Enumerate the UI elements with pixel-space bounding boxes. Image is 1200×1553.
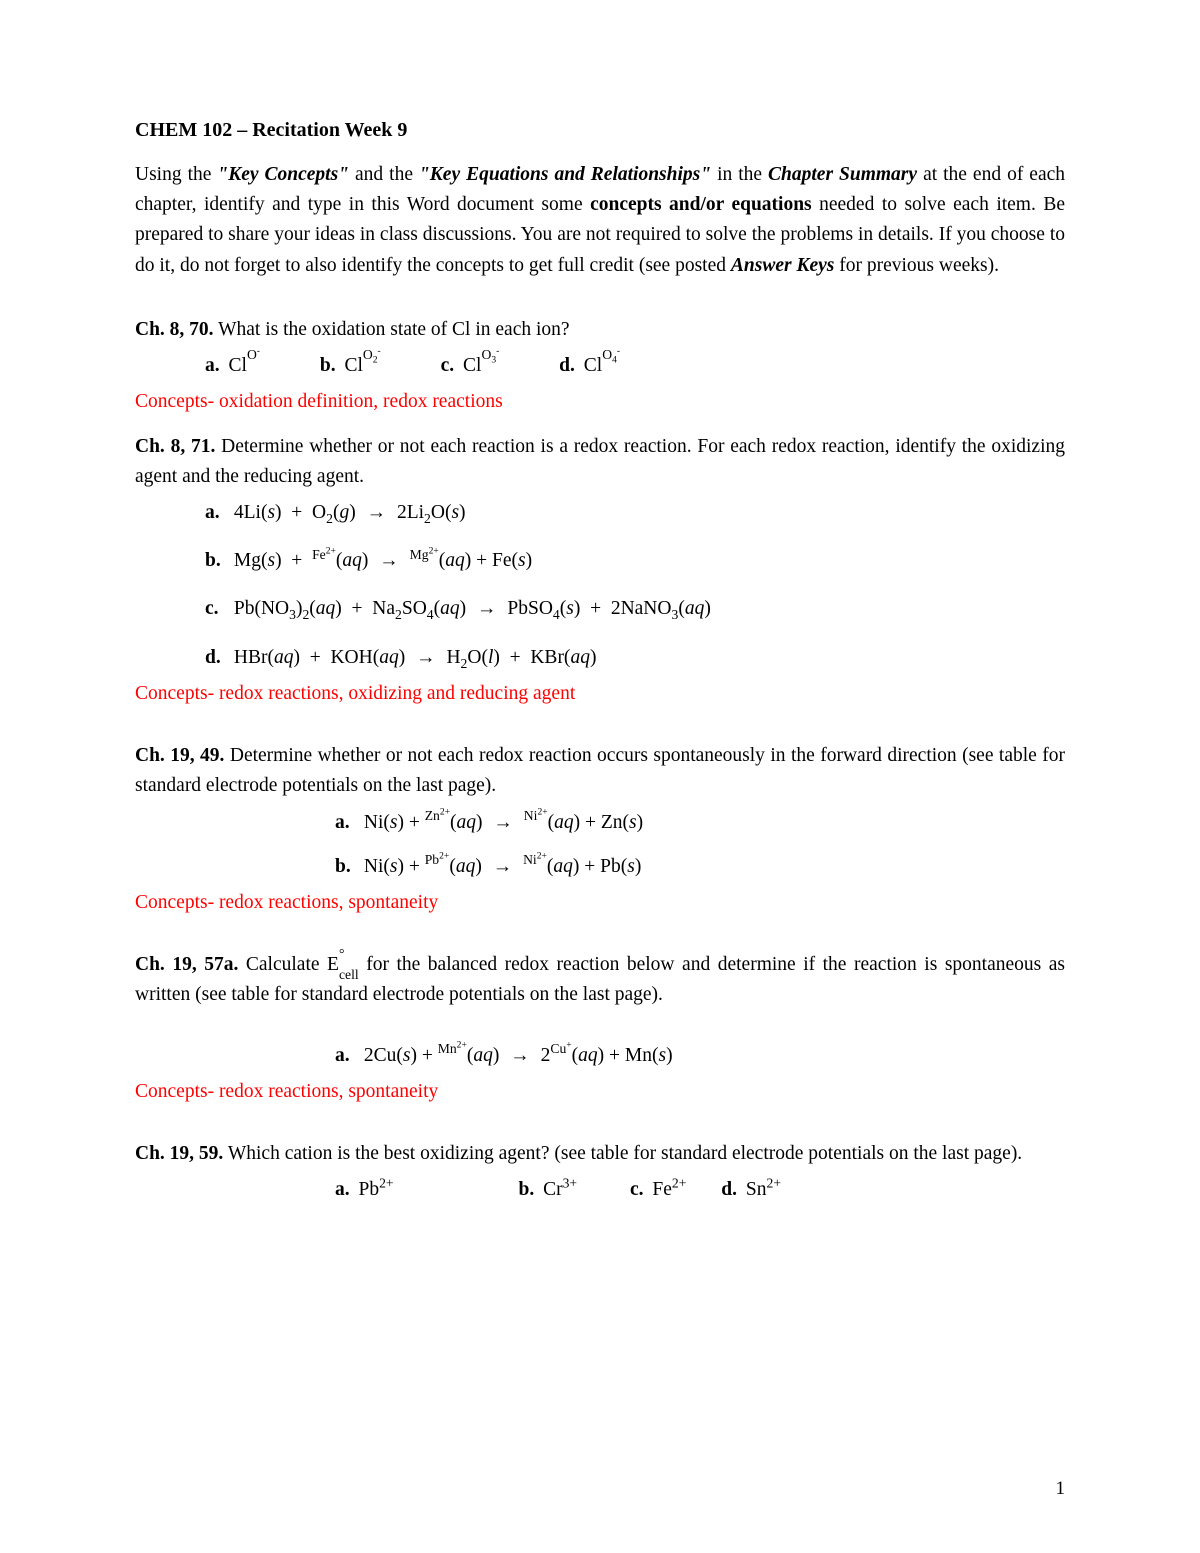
option-a: a. ClO-O- [205,351,260,381]
chapter-summary-label: Chapter Summary [768,164,917,185]
equation-19-57a: a. 2Cu(s) + Mn2+(aq) → 2Cu+(aq) + Mn(s) [135,1041,1065,1071]
question-8-70-options: a. ClO-O- b. ClO2-O2- c. ClO3-O3- d. ClO… [135,351,1065,381]
intro-paragraph: Using the "Key Concepts" and the "Key Eq… [135,160,1065,281]
question-text: Determine whether or not each reaction i… [135,436,1065,487]
option-c: c. Fe2+ [630,1175,686,1205]
question-8-71: Ch. 8, 71. Determine whether or not each… [135,432,1065,492]
key-concepts-label: "Key Concepts" [217,164,349,185]
intro-text: and the [355,164,419,185]
option-b: b. Cr3+ [519,1175,578,1205]
question-label: Ch. 8, 70. [135,319,214,340]
page-number: 1 [1056,1474,1066,1503]
answer-keys-label: Answer Keys [731,255,834,276]
key-equations-label: "Key Equations and Relationships" [419,164,711,185]
question-label: Ch. 19, 49. [135,745,224,766]
option-a: a. Pb2+ [335,1175,394,1205]
option-d: d. ClO4-O4- [559,351,620,381]
question-8-70: Ch. 8, 70. What is the oxidation state o… [135,315,1065,345]
intro-text: Using the [135,164,217,185]
concepts-8-71: Concepts- redox reactions, oxidizing and… [135,679,1065,709]
question-text: Calculate [246,954,327,975]
equation-19-49-a: a. Ni(s) + Zn2+(aq) → Ni2+(aq) + Zn(s) [135,808,1065,838]
question-text: What is the oxidation state of Cl in eac… [218,319,569,340]
equation-8-71-a: a. 4Li(s) + O2(g) → 2Li2O(s) [135,498,1065,528]
equation-8-71-d: d. HBr(aq) + KOH(aq) → H2O(l) + KBr(aq) [135,643,1065,673]
option-b: b. ClO2-O2- [320,351,381,381]
question-19-49: Ch. 19, 49. Determine whether or not eac… [135,741,1065,801]
question-text: Determine whether or not each redox reac… [135,745,1065,796]
equation-19-49-b: b. Ni(s) + Pb2+(aq) → Ni2+(aq) + Pb(s) [135,852,1065,882]
intro-text: in the [717,164,768,185]
concepts-equations-label: concepts and/or equations [590,194,812,215]
question-label: Ch. 19, 57a. [135,954,238,975]
equation-8-71-c: c. Pb(NO3)2(aq) + Na2SO4(aq) → PbSO4(s) … [135,594,1065,624]
question-label: Ch. 8, 71. [135,436,215,457]
concepts-19-57a: Concepts- redox reactions, spontaneity [135,1077,1065,1107]
intro-text: for previous weeks). [839,255,999,276]
equation-8-71-b: b. Mg(s) + Fe2+(aq) → Mg2+(aq) + Fe(s) [135,546,1065,576]
option-d: d. Sn2+ [721,1175,781,1205]
question-label: Ch. 19, 59. [135,1143,223,1164]
question-text: Which cation is the best oxidizing agent… [228,1143,1022,1164]
question-19-57a: Ch. 19, 57a. Calculate Ecell°cell for th… [135,950,1065,1010]
concepts-8-70: Concepts- oxidation definition, redox re… [135,387,1065,417]
question-19-59: Ch. 19, 59. Which cation is the best oxi… [135,1139,1065,1169]
document-title: CHEM 102 – Recitation Week 9 [135,115,1065,146]
option-c: c. ClO3-O3- [441,351,500,381]
question-19-59-options: a. Pb2+ b. Cr3+ c. Fe2+ d. Sn2+ [135,1175,1065,1205]
concepts-19-49: Concepts- redox reactions, spontaneity [135,888,1065,918]
